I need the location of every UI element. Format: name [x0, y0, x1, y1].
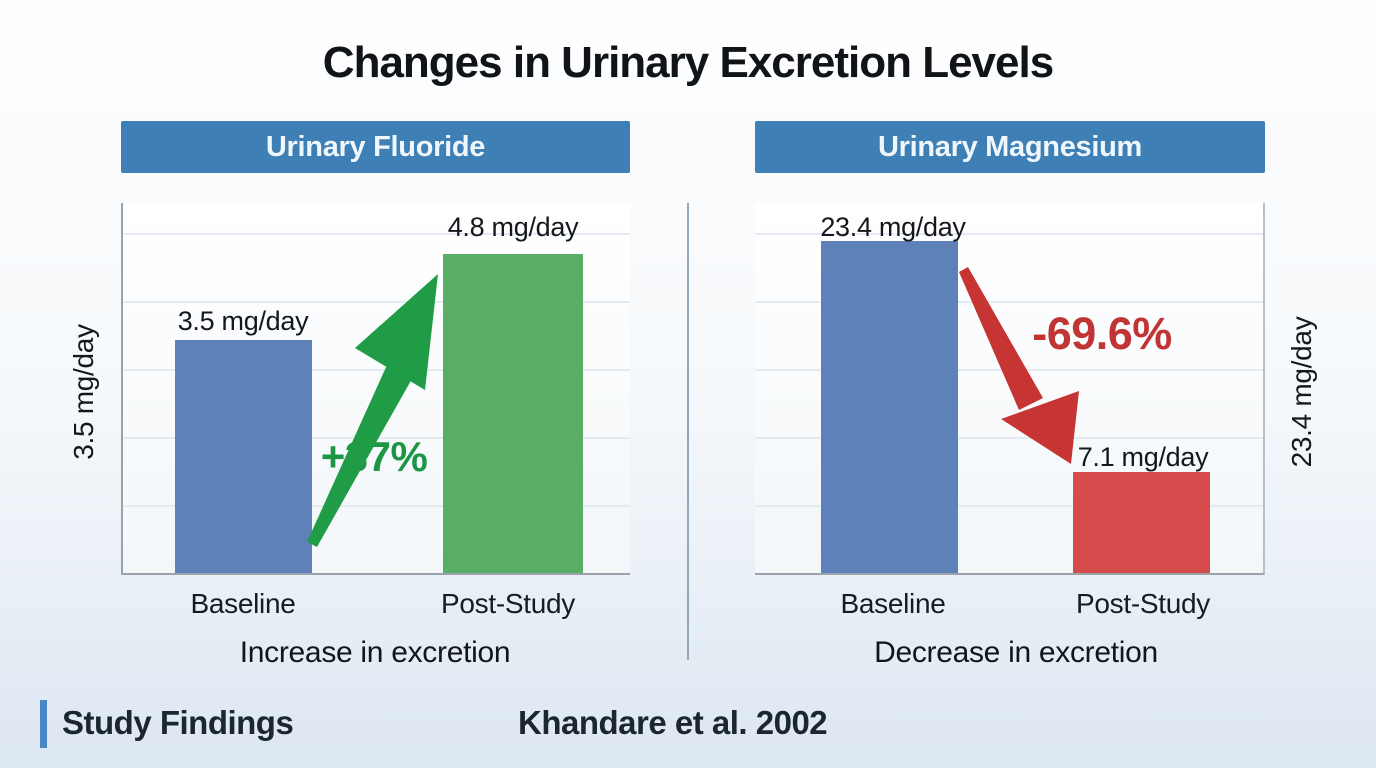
magnesium-baseline-value: 23.4 mg/day: [820, 212, 966, 242]
fluoride-poststudy-value: 4.8 mg/day: [447, 212, 579, 242]
magnesium-poststudy-bar: [1073, 472, 1210, 573]
footer-label: Study Findings: [62, 704, 294, 741]
footer-citation: Khandare et al. 2002: [518, 704, 828, 741]
page-title: Changes in Urinary Excretion Levels: [322, 38, 1054, 87]
increase-arrow-icon: [307, 274, 438, 547]
magnesium-caption: Decrease in excretion: [874, 636, 1158, 669]
footer-accent-bar: [40, 700, 47, 748]
fluoride-caption: Increase in excretion: [239, 636, 511, 669]
panel-header-fluoride: Urinary Fluoride: [121, 121, 630, 173]
magnesium-poststudy-value: 7.1 mg/day: [1077, 442, 1209, 472]
magnesium-plot-area: [755, 203, 1265, 575]
fluoride-baseline-bar: [175, 340, 312, 573]
fluoride-y-axis-label: 3.5 mg/day: [68, 324, 99, 460]
fluoride-baseline-category: Baseline: [190, 588, 296, 619]
magnesium-y-axis-label: 23.4 mg/day: [1286, 316, 1317, 468]
fluoride-poststudy-bar: [443, 254, 583, 573]
panel-divider: [687, 203, 689, 660]
magnesium-change-label: -69.6%: [1032, 308, 1172, 359]
panel-header-magnesium-label: Urinary Magnesium: [877, 130, 1143, 163]
panel-header-fluoride-label: Urinary Fluoride: [265, 130, 486, 163]
fluoride-poststudy-category: Post-Study: [441, 588, 575, 619]
fluoride-plot-area: [121, 203, 630, 575]
panel-header-magnesium: Urinary Magnesium: [755, 121, 1265, 173]
fluoride-baseline-value: 3.5 mg/day: [177, 306, 309, 336]
magnesium-baseline-category: Baseline: [840, 588, 946, 619]
magnesium-baseline-bar: [821, 241, 958, 573]
magnesium-poststudy-category: Post-Study: [1076, 588, 1210, 619]
decrease-arrow-icon: [959, 267, 1079, 464]
